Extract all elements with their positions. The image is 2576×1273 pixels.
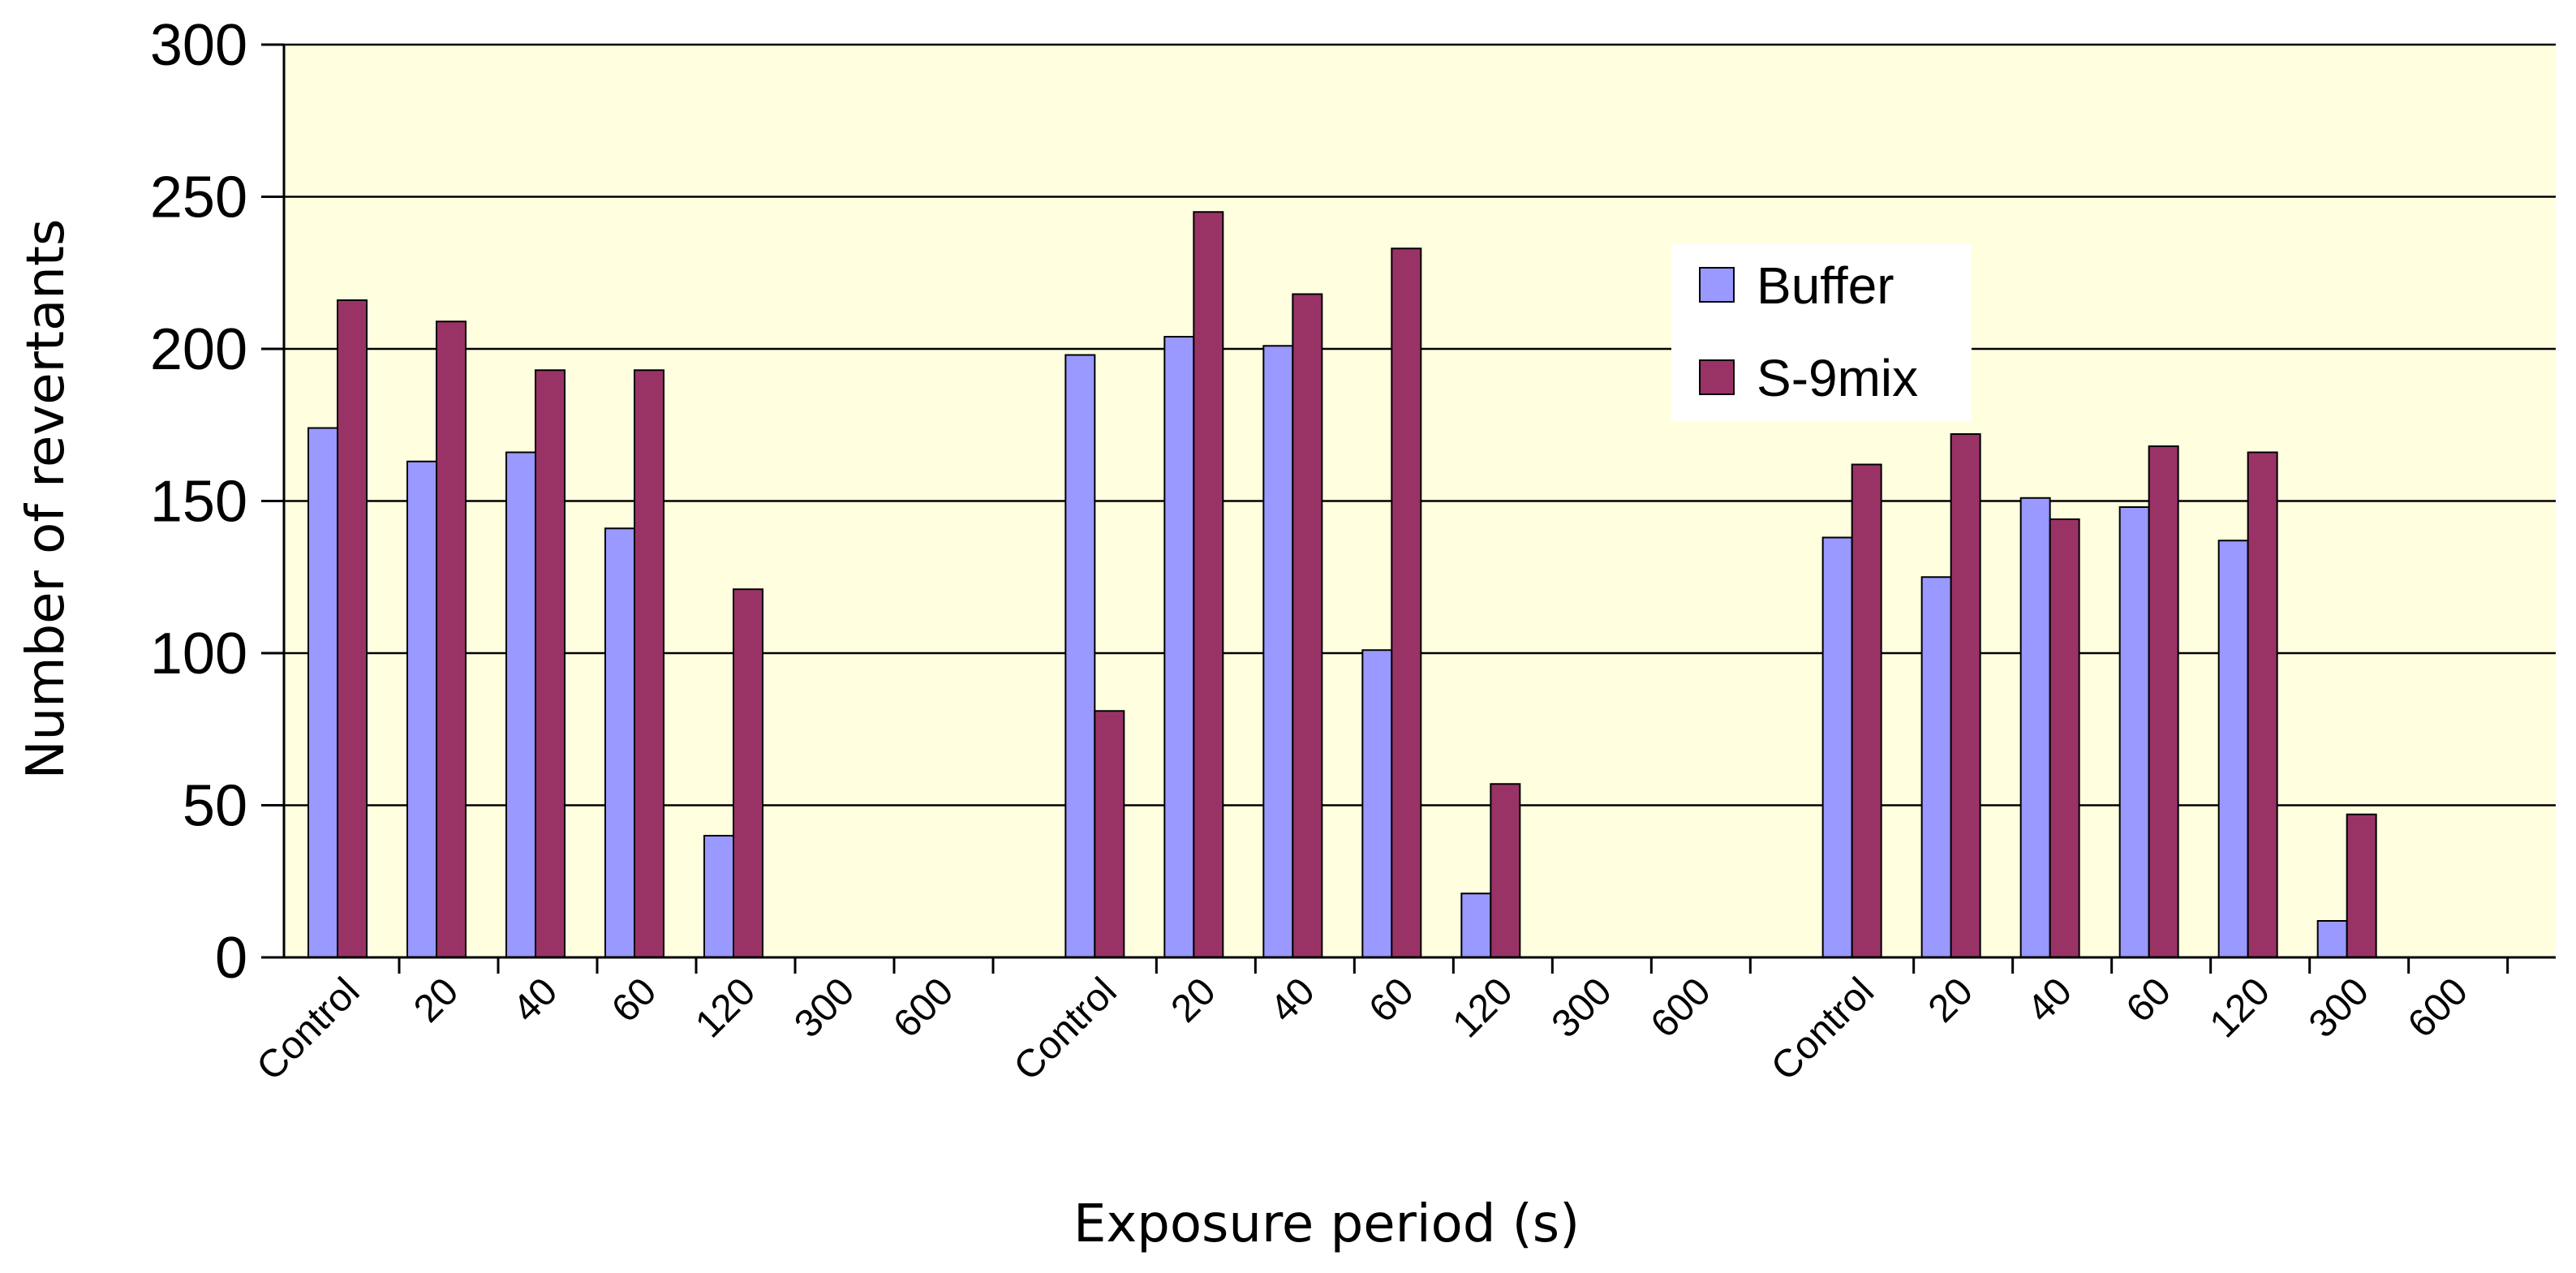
- bar-buffer-group2-control: [1064, 354, 1096, 958]
- x-tick-label: 60: [604, 970, 664, 1030]
- bar-buffer-group2-20: [1163, 336, 1195, 958]
- bar-buffer-group2-60: [1361, 649, 1393, 958]
- x-tick-label: 20: [1920, 970, 1981, 1030]
- legend-label-buffer: Buffer: [1757, 256, 1894, 315]
- bar-buffer-group3-20: [1920, 576, 1952, 958]
- x-tick-label: 600: [885, 970, 961, 1046]
- x-tick-label: 40: [505, 970, 566, 1030]
- x-tick-label: 120: [2202, 970, 2278, 1046]
- bars: [307, 211, 2377, 958]
- bar-buffer-group1-60: [604, 527, 635, 958]
- x-tick-label: 20: [406, 970, 467, 1030]
- bar-s9mix-group3-40: [2049, 518, 2080, 958]
- x-axis-ticks: Control 20 40 60 120 300 600 Control 20 40 60 120 30…: [249, 957, 2509, 1089]
- x-tick-label: Control: [249, 970, 368, 1089]
- y-tick-label: 250: [150, 166, 247, 230]
- bar-buffer-group3-40: [2019, 497, 2051, 958]
- bar-s9mix-group1-120: [733, 588, 763, 958]
- x-axis-title: Exposure period (s): [1073, 1194, 1580, 1254]
- bar-buffer-group1-control: [307, 427, 338, 958]
- y-axis-title: Number of revertants: [16, 219, 76, 780]
- bar-s9mix-group3-control: [1851, 463, 1882, 958]
- y-axis-ticks: 0 50 100 150 200 250 300: [150, 13, 284, 991]
- x-tick-label: 600: [2400, 970, 2476, 1046]
- bar-s9mix-group3-300: [2346, 813, 2377, 958]
- bar-s9mix-group1-40: [535, 369, 566, 958]
- bar-buffer-group1-40: [505, 451, 536, 958]
- bar-s9mix-group1-control: [337, 299, 368, 958]
- x-tick-label: 300: [1544, 970, 1620, 1046]
- y-tick-label: 200: [150, 317, 247, 382]
- x-tick-label: 600: [1643, 970, 1719, 1046]
- legend-swatch-s9mix: [1699, 359, 1735, 395]
- x-tick-label: 20: [1163, 970, 1224, 1030]
- bar-buffer-group2-40: [1262, 345, 1294, 958]
- y-tick-label: 300: [150, 13, 247, 78]
- bar-s9mix-group2-60: [1391, 247, 1422, 958]
- bar-s9mix-group1-60: [634, 369, 664, 958]
- y-tick-label: 0: [215, 926, 247, 991]
- legend-swatch-buffer: [1699, 267, 1735, 303]
- bar-s9mix-group2-20: [1193, 211, 1224, 958]
- x-tick-label: 300: [786, 970, 862, 1046]
- bar-buffer-group3-120: [2217, 540, 2249, 958]
- bar-s9mix-group3-60: [2148, 445, 2179, 958]
- bar-buffer-group3-control: [1821, 536, 1853, 958]
- bar-buffer-group3-60: [2118, 506, 2150, 958]
- legend-label-s9mix: S-9mix: [1757, 349, 1918, 407]
- x-tick-label: Control: [1763, 970, 1882, 1089]
- y-tick-label: 50: [183, 774, 247, 839]
- x-tick-label: 40: [2019, 970, 2080, 1030]
- legend: Buffer S-9mix: [1671, 243, 1972, 422]
- bar-s9mix-group1-20: [436, 320, 467, 958]
- x-tick-label: 40: [1262, 970, 1323, 1030]
- bar-s9mix-group2-40: [1292, 293, 1323, 958]
- x-tick-label: 300: [2301, 970, 2377, 1046]
- y-tick-label: 100: [150, 621, 247, 686]
- bar-buffer-group3-300: [2316, 920, 2348, 958]
- bar-s9mix-group3-120: [2247, 451, 2278, 958]
- x-tick-label: 60: [1361, 970, 1422, 1030]
- bar-buffer-group1-120: [703, 835, 734, 958]
- x-tick-label: 120: [687, 970, 763, 1046]
- x-tick-label: Control: [1006, 970, 1125, 1089]
- bar-buffer-group2-120: [1460, 892, 1492, 958]
- bar-s9mix-group3-20: [1950, 433, 1981, 958]
- x-tick-label: 120: [1445, 970, 1521, 1046]
- x-tick-label: 60: [2118, 970, 2179, 1030]
- y-tick-label: 150: [150, 470, 247, 535]
- bar-buffer-group1-20: [406, 460, 437, 958]
- bar-s9mix-group2-control: [1094, 710, 1125, 958]
- bar-s9mix-group2-120: [1490, 783, 1521, 958]
